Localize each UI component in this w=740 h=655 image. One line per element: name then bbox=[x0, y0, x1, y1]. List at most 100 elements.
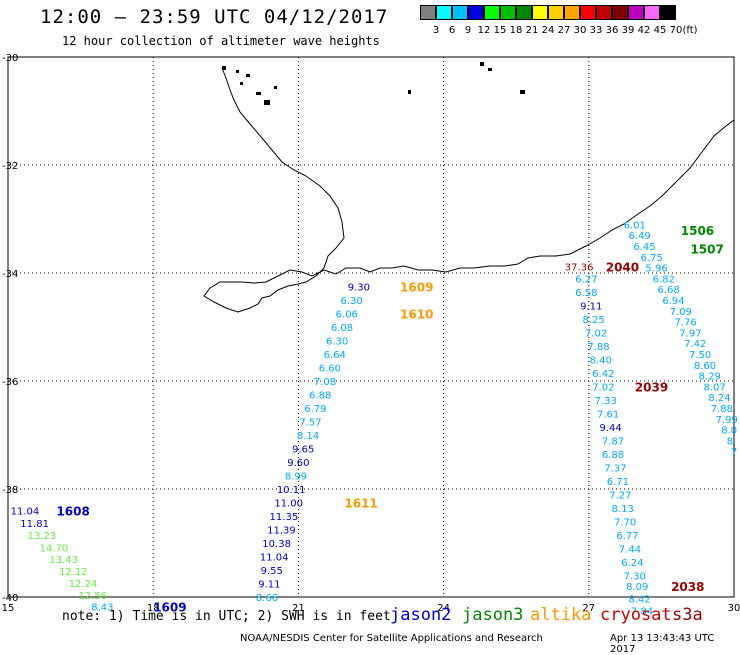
wave-height-value: 7.88 bbox=[711, 404, 733, 415]
wave-height-value: 9.55 bbox=[261, 566, 283, 577]
track-jason3: 6.016.496.456.755.966.826.686.947.097.76… bbox=[624, 220, 738, 458]
wave-height-value: 11.04 bbox=[11, 507, 40, 518]
map-frame bbox=[7, 56, 735, 598]
map-title: 12:00 – 23:59 UTC 04/12/2017 bbox=[40, 6, 389, 28]
track-cryosat: 37.366.27 6.58 9.11 8.25 7.02 7.88 8.40 6.42 7.0… bbox=[565, 263, 653, 618]
scale-swatch bbox=[468, 5, 484, 20]
wave-height-value: 6.45 bbox=[633, 242, 655, 253]
pass-time-label: 2039 bbox=[635, 380, 668, 394]
wave-height-value: 9.11 bbox=[258, 580, 280, 591]
wave-height-value: 6.94 bbox=[662, 296, 684, 307]
pass-time-label: 1507 bbox=[690, 243, 723, 257]
island bbox=[408, 90, 411, 94]
map-border bbox=[7, 56, 735, 598]
scale-swatch bbox=[660, 5, 676, 20]
scale-swatch bbox=[548, 5, 564, 20]
scale-swatch bbox=[436, 5, 452, 20]
scale-swatch bbox=[452, 5, 468, 20]
legend-cryosat: cryosat bbox=[600, 605, 672, 625]
wave-height-value: 13.43 bbox=[49, 555, 78, 566]
wave-height-value: 9.65 bbox=[292, 445, 314, 456]
wave-height-value: 7.33 bbox=[595, 396, 617, 407]
island bbox=[488, 68, 492, 71]
wave-height-value: 8.66 bbox=[256, 593, 278, 604]
wave-height-value: 8.40 bbox=[590, 355, 612, 366]
scale-label: 36 bbox=[605, 25, 619, 36]
coastline bbox=[203, 62, 735, 313]
wave-height-value: 11.00 bbox=[274, 499, 303, 510]
scale-label: 21 bbox=[525, 25, 539, 36]
wave-height-value: 8.24 bbox=[708, 393, 730, 404]
scale-label: 45 bbox=[653, 25, 667, 36]
wave-height-value: 9.30 bbox=[348, 283, 370, 294]
wave-height-value: 7.61 bbox=[597, 409, 619, 420]
pass-time-label: 2040 bbox=[606, 261, 639, 275]
wave-height-value: 8.14 bbox=[297, 431, 319, 442]
pass-time-label: 1610 bbox=[400, 308, 433, 322]
wave-height-value: 9.60 bbox=[287, 458, 309, 469]
wave-height-value: 7.08 bbox=[314, 377, 336, 388]
wave-height-value: 7.09 bbox=[670, 307, 692, 318]
scale-swatch bbox=[596, 5, 612, 20]
wave-height-value: 6.71 bbox=[607, 477, 629, 488]
altimeter-tracks: 11.0411.8113.2314.7013.4312.1212.2412.56… bbox=[11, 220, 738, 617]
lat-tick-label: -30 bbox=[2, 53, 18, 64]
wave-height-value: 5.96 bbox=[645, 264, 667, 275]
wave-height-value: 6.24 bbox=[621, 558, 643, 569]
island bbox=[274, 86, 277, 89]
wave-height-value: 8. bbox=[727, 436, 737, 447]
wave-height-value: 6.82 bbox=[653, 274, 675, 285]
lon-tick-label: 30 bbox=[728, 603, 740, 614]
scale-label: 24 bbox=[541, 25, 555, 36]
scale-swatch bbox=[500, 5, 516, 20]
wave-height-value: 8.43 bbox=[91, 603, 113, 614]
scale-label: (ft) bbox=[682, 25, 698, 36]
scale-label: 12 bbox=[477, 25, 491, 36]
wave-height-value: 7.97 bbox=[679, 328, 701, 339]
wave-height-value: 7.44 bbox=[619, 544, 641, 555]
wave-height-value: 6.88 bbox=[602, 450, 624, 461]
lon-tick-label: 15 bbox=[2, 603, 15, 614]
wave-height-value: 9.11 bbox=[580, 301, 602, 312]
wave-height-value: 7.88 bbox=[587, 342, 609, 353]
pass-time-label: 1611 bbox=[344, 497, 377, 511]
lon-tick-label: 18 bbox=[147, 603, 160, 614]
island bbox=[256, 92, 261, 95]
scale-swatch bbox=[532, 5, 548, 20]
scale-label: 6 bbox=[448, 25, 456, 36]
wave-height-value: 8.25 bbox=[583, 315, 605, 326]
wave-height-value: 6.27 bbox=[575, 274, 597, 285]
lon-tick-label: 21 bbox=[292, 603, 305, 614]
wave-height-value: 7.99 bbox=[716, 415, 738, 426]
wave-height-value: 37.36 bbox=[565, 263, 594, 274]
wave-height-value: 6.30 bbox=[341, 296, 363, 307]
scale-swatch bbox=[612, 5, 628, 20]
lat-tick-label: -32 bbox=[2, 161, 18, 172]
wave-height-value: 7.42 bbox=[684, 339, 706, 350]
lon-tick-label: 24 bbox=[437, 603, 450, 614]
wave-height-value: 6.88 bbox=[309, 391, 331, 402]
wave-height-value: 11.04 bbox=[260, 553, 289, 564]
wave-height-value: 7.37 bbox=[604, 463, 626, 474]
island bbox=[246, 74, 250, 77]
island bbox=[264, 100, 270, 105]
scale-label: 27 bbox=[557, 25, 571, 36]
scale-label: 3 bbox=[432, 25, 440, 36]
lat-tick-label: -40 bbox=[2, 593, 18, 604]
wave-height-value: 9.44 bbox=[599, 423, 621, 434]
wave-height-value: 7.57 bbox=[299, 418, 321, 429]
pass-time-label: 1506 bbox=[681, 224, 714, 238]
wave-height-value: 12.24 bbox=[69, 579, 98, 590]
scale-swatch bbox=[564, 5, 580, 20]
pass-time-label: 1608 bbox=[56, 505, 89, 519]
wave-height-value: 8.60 bbox=[694, 361, 716, 372]
scale-label: 9 bbox=[464, 25, 472, 36]
wave-height-value: 7.02 bbox=[592, 382, 614, 393]
wave-height-value: 7 bbox=[731, 447, 737, 458]
wave-height-value: 6.30 bbox=[326, 337, 348, 348]
island bbox=[236, 70, 239, 73]
lat-tick-label: -38 bbox=[2, 485, 18, 496]
wave-height-value: 6.79 bbox=[304, 404, 326, 415]
